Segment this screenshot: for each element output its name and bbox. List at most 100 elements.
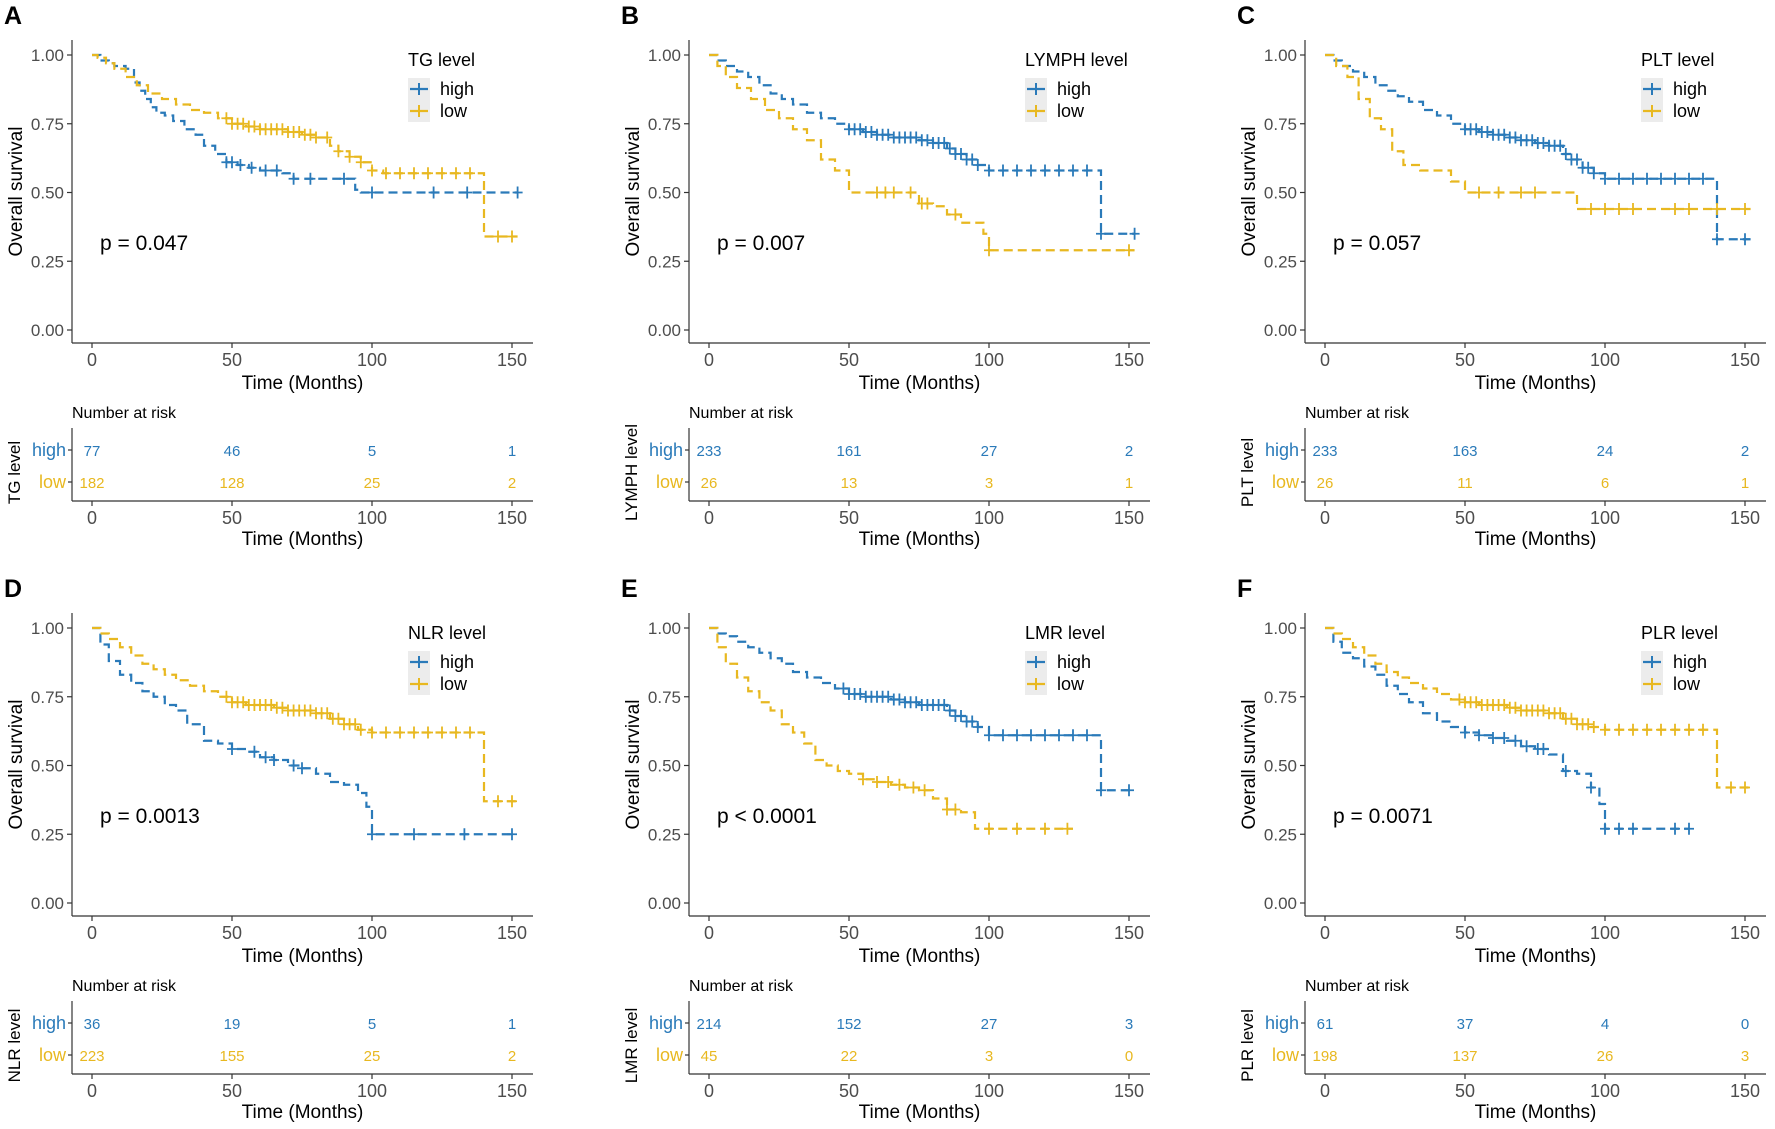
censor-mark-high — [1499, 128, 1510, 141]
censor-mark-low — [437, 726, 447, 739]
censor-mark-high — [939, 137, 950, 149]
censor-mark-high — [956, 710, 966, 722]
risk-count-low: 22 — [841, 1048, 858, 1065]
risk-row-label-high: high — [649, 440, 683, 460]
x-tick-label: 50 — [1455, 350, 1475, 370]
risk-count-high: 77 — [84, 443, 101, 460]
x-tick-label: 0 — [704, 923, 714, 943]
censor-mark-low — [908, 781, 919, 794]
censor-mark-low — [322, 707, 333, 720]
legend-label-high: high — [1057, 652, 1091, 672]
censor-mark-low — [355, 723, 366, 736]
censor-mark-high — [409, 828, 419, 841]
x-tick-label: 50 — [839, 350, 859, 370]
censor-mark-low — [1600, 723, 1610, 736]
risk-x-tick-label: 100 — [974, 1081, 1004, 1101]
risk-count-low: 25 — [364, 475, 381, 492]
censor-mark-high — [998, 164, 1008, 177]
censor-mark-high — [855, 123, 866, 136]
censor-mark-high — [1555, 139, 1566, 152]
censor-mark-low — [305, 704, 316, 717]
risk-row-label-high: high — [32, 1013, 66, 1033]
censor-mark-high — [1740, 233, 1750, 246]
censor-mark-high — [1628, 172, 1638, 185]
risk-count-high: 233 — [696, 443, 721, 460]
risk-count-high: 37 — [1457, 1016, 1474, 1033]
panel-letter: A — [4, 2, 22, 30]
risk-count-low: 128 — [219, 475, 244, 492]
censor-mark-high — [428, 186, 439, 199]
censor-mark-low — [423, 167, 433, 180]
risk-row-label-high: high — [649, 1013, 683, 1033]
risk-count-high: 233 — [1312, 443, 1337, 460]
risk-count-low: 25 — [364, 1048, 381, 1065]
censor-mark-low — [1614, 203, 1624, 215]
y-tick-label: 0.25 — [1264, 252, 1297, 271]
risk-x-tick-label: 100 — [1590, 508, 1620, 528]
censor-mark-high — [1054, 729, 1064, 742]
y-tick-label: 0.75 — [1264, 688, 1297, 707]
censor-mark-low — [221, 112, 232, 125]
y-axis-label: Overall survival — [6, 700, 27, 830]
censor-mark-high — [984, 164, 994, 177]
censor-mark-high — [1560, 148, 1571, 160]
censor-mark-high — [249, 745, 260, 758]
censor-mark-low — [888, 186, 899, 199]
risk-x-axis-label: Time (Months) — [242, 1102, 364, 1123]
censor-mark-high — [367, 186, 377, 199]
risk-x-tick-label: 50 — [222, 508, 242, 528]
censor-mark-low — [1555, 707, 1566, 720]
censor-mark-high — [1499, 732, 1510, 744]
risk-x-tick-label: 150 — [1114, 1081, 1144, 1101]
risk-x-tick-label: 50 — [1455, 508, 1475, 528]
x-tick-label: 150 — [497, 923, 527, 943]
censor-mark-high — [1096, 227, 1106, 240]
x-tick-label: 150 — [1114, 350, 1144, 370]
censor-mark-low — [984, 244, 994, 257]
legend-label-high: high — [440, 79, 474, 99]
censor-mark-high — [984, 729, 994, 742]
y-tick-label: 0.75 — [648, 688, 681, 707]
censor-mark-low — [493, 230, 503, 243]
risk-count-low: 26 — [1597, 1048, 1614, 1065]
censor-mark-low — [395, 726, 405, 739]
censor-mark-high — [838, 682, 849, 695]
censor-mark-high — [512, 186, 523, 199]
x-tick-label: 100 — [1590, 923, 1620, 943]
y-tick-label: 1.00 — [1264, 46, 1297, 65]
censor-mark-low — [1628, 723, 1638, 736]
risk-x-tick-label: 50 — [839, 1081, 859, 1101]
censor-mark-high — [939, 699, 950, 711]
censor-mark-high — [911, 696, 922, 709]
censor-mark-low — [1684, 723, 1694, 736]
y-tick-label: 0.50 — [1264, 757, 1297, 776]
legend-label-low: low — [440, 674, 468, 694]
x-tick-label: 50 — [1455, 923, 1475, 943]
y-axis-label: Overall survival — [6, 127, 27, 257]
censor-mark-low — [1510, 701, 1521, 714]
y-tick-label: 0.00 — [31, 894, 64, 913]
censor-mark-high — [944, 704, 955, 717]
risk-table-title: Number at risk — [689, 978, 794, 995]
risk-x-tick-label: 100 — [1590, 1081, 1620, 1101]
censor-mark-low — [238, 117, 249, 130]
risk-row-label-low: low — [39, 472, 67, 492]
panel-letter: F — [1237, 575, 1252, 603]
censor-mark-high — [507, 828, 517, 841]
y-axis-label: Overall survival — [623, 700, 644, 830]
censor-mark-low — [1124, 244, 1134, 257]
censor-mark-low — [367, 164, 377, 177]
x-tick-label: 150 — [1114, 923, 1144, 943]
censor-mark-high — [1482, 126, 1493, 138]
censor-mark-high — [883, 690, 894, 703]
censor-mark-high — [1012, 729, 1022, 742]
panel-letter: B — [621, 2, 639, 30]
risk-table-title: Number at risk — [1305, 405, 1410, 422]
x-axis-label: Time (Months) — [859, 373, 981, 394]
x-tick-label: 0 — [87, 350, 97, 370]
censor-mark-high — [1040, 729, 1050, 742]
censor-mark-low — [942, 803, 952, 816]
legend-label-high: high — [1673, 79, 1707, 99]
